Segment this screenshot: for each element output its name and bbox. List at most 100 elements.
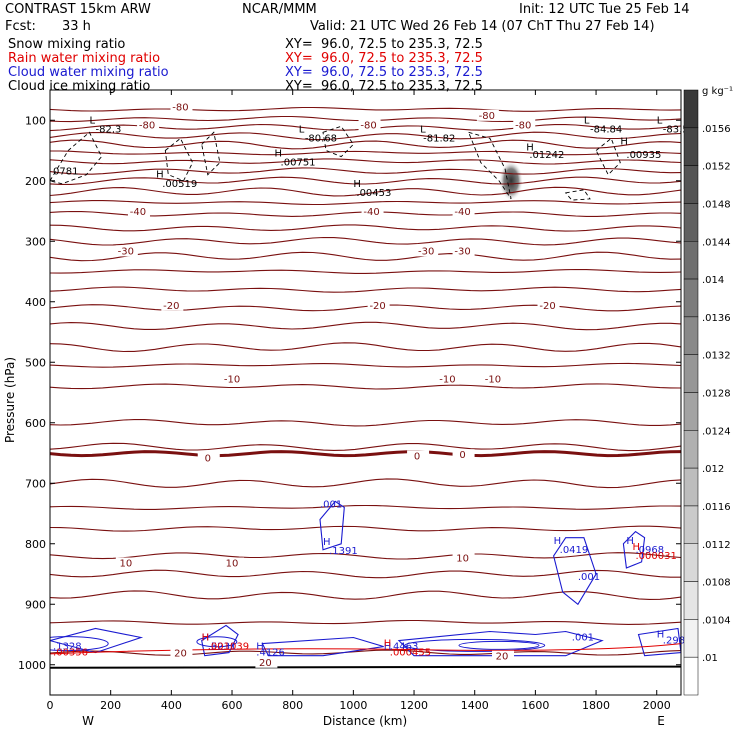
y-tick-label: 100 <box>25 114 46 127</box>
colorbar-unit: g kg⁻¹ <box>702 86 733 97</box>
y-tick-label: 500 <box>25 356 46 369</box>
colorbar-swatch <box>683 165 699 204</box>
x-tick-label: 600 <box>222 699 243 712</box>
cloud-ice-label: L <box>89 115 95 126</box>
rain-field-label: Rain water mixing ratio <box>8 51 161 66</box>
y-tick-label: 1000 <box>18 659 46 672</box>
cloud-water-label: .4463 <box>390 642 419 653</box>
colorbar-swatch <box>683 619 699 658</box>
cloud-water-label: .001 <box>578 572 600 583</box>
isotherm-line <box>50 321 681 331</box>
y-axis-label: Pressure (hPa) <box>3 357 17 443</box>
rain-contour <box>50 643 681 655</box>
cloud-ice-label: .01242 <box>529 150 564 161</box>
east-label: E <box>657 714 665 728</box>
colorbar-tick-label: .0152 <box>702 162 731 173</box>
colorbar-swatch <box>683 127 699 166</box>
cloud-water-contour <box>553 537 597 606</box>
colorbar-tick-label: .0112 <box>702 540 731 551</box>
cloud-ice-label: L <box>584 115 590 126</box>
cloud-water-label: H <box>256 642 264 653</box>
y-tick-label: 300 <box>25 235 46 248</box>
isotherm-line <box>50 442 681 452</box>
isotherm-label: 10 <box>456 554 469 565</box>
isotherm-label: -10 <box>485 375 501 386</box>
init-time: Init: 12 UTC Tue 25 Feb 14 <box>519 2 690 17</box>
x-tick-label: 1600 <box>521 699 549 712</box>
isotherm-label-bg <box>482 373 505 385</box>
isotherm-line <box>50 504 681 510</box>
isotherm-label-bg <box>452 245 475 257</box>
isotherm-label: -30 <box>118 246 134 257</box>
cloud-ice-contour <box>201 131 221 176</box>
isotherm-line <box>50 150 681 156</box>
colorbar-tick-label: .012 <box>702 464 724 475</box>
isotherm-line <box>50 176 681 185</box>
isotherm-line <box>50 286 681 293</box>
zero-isotherm-line <box>50 450 681 458</box>
isotherm-label-bg <box>452 449 475 461</box>
west-label: W <box>82 714 94 728</box>
cloud-water-label: H <box>554 536 562 547</box>
isotherm-label: -80 <box>479 111 495 122</box>
isotherm-label: 20 <box>259 658 272 669</box>
x-axis-label: Distance (km) <box>323 714 407 728</box>
isotherm-line <box>50 106 681 112</box>
colorbar-tick-label: .0144 <box>702 237 731 248</box>
cloud-ice-contour <box>595 137 621 176</box>
cloud-water-label: .001 <box>572 633 594 644</box>
cloud-ice-label: -80.68 <box>305 133 337 144</box>
colorbar-swatch <box>683 656 699 696</box>
colorbar: .0156 .0152 .0148 .0144 .014 .0136 .0132 .0128.… <box>683 86 733 696</box>
cloud-water-core-contour <box>196 636 238 648</box>
isotherm-line <box>50 236 681 246</box>
isotherm-line <box>50 383 681 390</box>
isotherm-label-bg <box>513 119 536 131</box>
cloud-ice-label: -81.82 <box>423 133 455 144</box>
isotherm-label-bg <box>437 373 460 385</box>
chart-title: CONTRAST 15km ARW <box>5 2 151 17</box>
y-tick-label: 400 <box>25 296 46 309</box>
isotherm-label: -20 <box>163 301 179 312</box>
cloud-water-contour <box>637 627 681 657</box>
colorbar-tick-label: .0132 <box>702 351 731 362</box>
cloud-ice-label: .00453 <box>356 188 391 199</box>
isotherm-line <box>50 268 681 274</box>
colorbar-tick-label: .0156 <box>702 124 731 135</box>
isotherm-line <box>50 304 681 312</box>
y-tick-label: 800 <box>25 538 46 551</box>
cloud-ice-contour <box>322 125 354 158</box>
isotherm-label: -40 <box>130 207 146 218</box>
isotherm-label-bg <box>476 109 499 121</box>
x-tick-label: 200 <box>100 699 121 712</box>
cloud-ice-label: .00519 <box>162 179 197 190</box>
isotherm-label: -80 <box>139 121 155 132</box>
isotherm-line <box>50 649 681 656</box>
cloud-ice-label: H <box>274 149 282 160</box>
isotherm-label-bg <box>492 650 515 662</box>
isotherm-line <box>50 590 681 600</box>
isotherm-label: -80 <box>360 121 376 132</box>
fcst-value: 33 h <box>62 19 91 34</box>
isotherm-label-bg <box>361 206 384 218</box>
isotherm-line <box>50 224 681 232</box>
isotherm-label-bg <box>127 206 150 218</box>
colorbar-swatch <box>683 392 699 431</box>
cloud-water-core-contour <box>50 636 109 652</box>
isotherm-line <box>50 139 681 150</box>
cloud-ice-label: 0781 <box>53 167 78 178</box>
isotherm-label-bg <box>452 206 475 218</box>
colorbar-swatch <box>683 430 699 469</box>
rain-label: .000031 <box>635 551 676 562</box>
fcst-label: Fcst: <box>5 19 36 34</box>
isotherm-label: 0 <box>205 453 211 464</box>
isotherm-label: -80 <box>172 102 188 113</box>
rain-xy-label: XY= 96.0, 72.5 to 235.3, 72.5 <box>285 51 483 66</box>
isotherm-label: -10 <box>224 375 240 386</box>
isotherm-label-bg <box>115 245 138 257</box>
cloud-ice-label: H <box>156 170 164 181</box>
cloud-water-label: .1328 <box>53 642 82 653</box>
cloud-water-contour <box>397 630 604 657</box>
cloud-ice-contour <box>467 131 512 200</box>
